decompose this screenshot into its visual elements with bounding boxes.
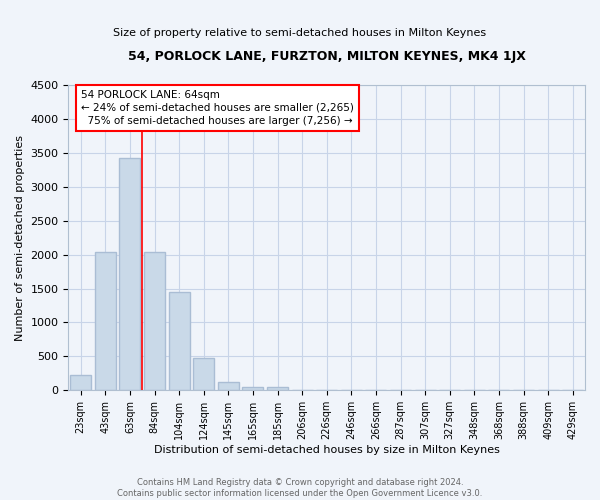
Bar <box>95 252 116 390</box>
Bar <box>70 374 91 390</box>
Bar <box>119 158 140 390</box>
Title: 54, PORLOCK LANE, FURZTON, MILTON KEYNES, MK4 1JX: 54, PORLOCK LANE, FURZTON, MILTON KEYNES… <box>128 50 526 63</box>
Bar <box>144 252 165 390</box>
Bar <box>242 386 263 390</box>
Text: Size of property relative to semi-detached houses in Milton Keynes: Size of property relative to semi-detach… <box>113 28 487 38</box>
Bar <box>193 358 214 390</box>
Y-axis label: Number of semi-detached properties: Number of semi-detached properties <box>15 134 25 340</box>
Bar <box>218 382 239 390</box>
Text: Contains HM Land Registry data © Crown copyright and database right 2024.
Contai: Contains HM Land Registry data © Crown c… <box>118 478 482 498</box>
Bar <box>267 388 288 390</box>
Bar <box>169 292 190 390</box>
X-axis label: Distribution of semi-detached houses by size in Milton Keynes: Distribution of semi-detached houses by … <box>154 445 500 455</box>
Text: 54 PORLOCK LANE: 64sqm
← 24% of semi-detached houses are smaller (2,265)
  75% o: 54 PORLOCK LANE: 64sqm ← 24% of semi-det… <box>81 90 354 126</box>
